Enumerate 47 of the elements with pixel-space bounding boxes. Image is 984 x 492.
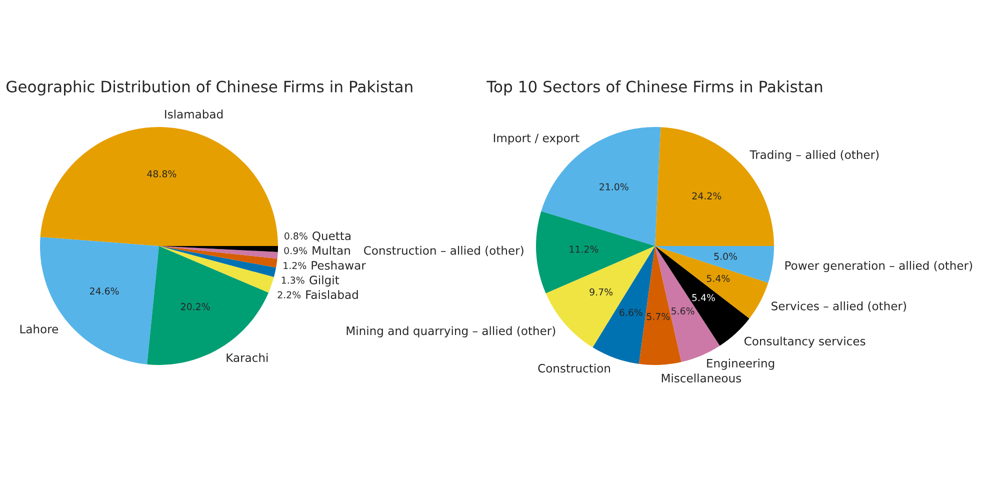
data-label: 0.8% — [284, 232, 308, 240]
pie-slice — [147, 246, 269, 365]
slice-label: Islamabad — [165, 110, 223, 119]
chart-title: Geographic Distribution of Chinese Firms in Pakistan — [6, 80, 412, 96]
pie-slice — [159, 246, 278, 268]
slice-label: Faislabad — [306, 290, 358, 299]
pie-slice — [40, 127, 278, 246]
data-label: 5.7% — [646, 312, 670, 320]
data-label: 5.0% — [714, 252, 737, 260]
slice-label: Miscellaneous — [662, 374, 742, 382]
data-label: 11.2% — [570, 246, 598, 253]
data-label: 1.3% — [282, 276, 304, 284]
data-label: 0.9% — [284, 247, 308, 254]
pie-slice — [159, 246, 274, 293]
slice-label: Import / export — [494, 134, 580, 145]
data-label: 5.4% — [692, 294, 715, 302]
slice-label: Trading – allied (other) — [750, 150, 879, 162]
data-label: 9.7% — [590, 288, 613, 296]
slice-label: Construction – allied (other) — [364, 246, 524, 256]
slice-label: Lahore — [20, 324, 58, 334]
slice-label: Power generation – allied (other) — [785, 260, 972, 272]
slice-label: Services – allied (other) — [772, 301, 906, 312]
slice-label: Construction — [538, 364, 610, 373]
data-label: 5.4% — [706, 274, 730, 282]
slice-label: Gilgit — [310, 275, 340, 287]
data-label: 1.2% — [284, 262, 306, 270]
pie-slice — [159, 246, 278, 259]
slice-label: Consultancy services — [744, 336, 866, 348]
pie-slice — [159, 246, 276, 278]
chart-title: Top 10 Sectors of Chinese Firms in Pakistan — [486, 80, 822, 96]
slice-label: Peshawar — [312, 260, 366, 270]
slice-label: Quetta — [312, 231, 350, 242]
pie-slice — [536, 211, 655, 294]
pie-slice — [541, 127, 661, 246]
data-label: 24.6% — [90, 287, 119, 295]
data-label: 24.2% — [692, 192, 722, 200]
data-label: 5.6% — [672, 307, 694, 315]
slice-label: Multan — [312, 246, 350, 255]
pie-slice — [655, 246, 774, 283]
data-label: 6.6% — [620, 308, 642, 316]
data-label: 48.8% — [147, 170, 176, 178]
data-label: 2.2% — [278, 291, 301, 298]
slice-label: Engineering — [707, 358, 774, 370]
slice-label: Mining and quarrying – allied (other) — [346, 326, 556, 338]
data-label: 21.0% — [600, 183, 628, 190]
slice-label: Karachi — [226, 353, 268, 362]
data-label: 20.2% — [181, 303, 210, 310]
